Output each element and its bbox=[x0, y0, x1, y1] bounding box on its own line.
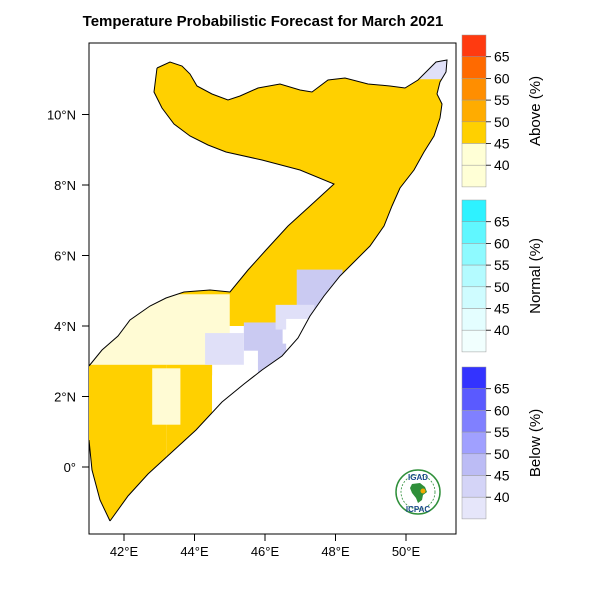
legend-label: 40 bbox=[494, 322, 510, 338]
legend-swatch bbox=[461, 388, 487, 411]
legend-label: 65 bbox=[494, 214, 510, 230]
y-tick-label: 0° bbox=[64, 460, 76, 475]
legend-label: 40 bbox=[494, 489, 510, 505]
legends: 65 60 55 50 45 40 Above (%) 65 60 55 50 45 40 Normal … bbox=[461, 34, 544, 520]
icpac-logo: IGAD ICPAC bbox=[395, 469, 441, 515]
legend-label: 60 bbox=[494, 402, 510, 418]
y-tick-label: 8°N bbox=[54, 178, 76, 193]
legend-label: 45 bbox=[494, 301, 510, 317]
y-tick-label: 10°N bbox=[47, 108, 76, 123]
legend-swatch bbox=[461, 308, 487, 331]
legend-swatch bbox=[461, 329, 487, 353]
legend-title: Above (%) bbox=[527, 76, 544, 146]
legend-label: 45 bbox=[494, 468, 510, 484]
kenya-border bbox=[88, 439, 111, 522]
legend-label: 55 bbox=[494, 257, 510, 273]
legend-swatch bbox=[461, 143, 487, 166]
africa-icon bbox=[410, 483, 427, 503]
legend-label: 50 bbox=[494, 446, 510, 462]
x-tick-label: 46°E bbox=[251, 544, 280, 559]
legend-swatch bbox=[461, 243, 487, 266]
legend-label: 55 bbox=[494, 424, 510, 440]
x-axis-ticks: 42°E 44°E 46°E 48°E 50°E bbox=[110, 534, 421, 559]
legend-swatch bbox=[461, 366, 487, 389]
legend-label: 60 bbox=[494, 70, 510, 86]
y-tick-label: 4°N bbox=[54, 319, 76, 334]
legend-swatch bbox=[461, 475, 487, 498]
legend-label: 50 bbox=[494, 114, 510, 130]
legend-swatch bbox=[461, 496, 487, 520]
legend-swatch bbox=[461, 431, 487, 455]
legend-above: 65 60 55 50 45 40 Above (%) bbox=[461, 34, 544, 188]
legend-swatch bbox=[461, 199, 487, 222]
logo-bottom-text: ICPAC bbox=[406, 505, 431, 514]
forecast-cell-below-light bbox=[205, 333, 244, 365]
forecast-cell-above-light bbox=[152, 368, 181, 425]
logo-ring-inner bbox=[400, 474, 436, 510]
x-tick-label: 44°E bbox=[180, 544, 209, 559]
legend-swatch bbox=[461, 78, 487, 101]
logo-top-text: IGAD bbox=[408, 473, 428, 482]
legend-label: 60 bbox=[494, 235, 510, 251]
legend-swatch bbox=[461, 410, 487, 433]
y-axis-ticks: 10°N 8°N 6°N 4°N 2°N 0° bbox=[47, 108, 89, 475]
legend-label: 55 bbox=[494, 92, 510, 108]
legend-title: Normal (%) bbox=[527, 238, 544, 314]
legend-below: 65 60 55 50 45 40 Below (%) bbox=[461, 366, 544, 520]
legend-label: 40 bbox=[494, 157, 510, 173]
legend-swatch bbox=[461, 264, 487, 288]
legend-swatch bbox=[461, 221, 487, 244]
map-frame bbox=[88, 42, 457, 535]
legend-label: 65 bbox=[494, 381, 510, 397]
y-tick-label: 2°N bbox=[54, 390, 76, 405]
ethiopia-border bbox=[88, 67, 335, 367]
legend-swatch bbox=[461, 34, 487, 57]
logo-accent-icon bbox=[420, 488, 426, 494]
legend-swatch bbox=[461, 99, 487, 123]
legend-label: 45 bbox=[494, 136, 510, 152]
legend-title: Below (%) bbox=[527, 409, 544, 477]
legend-normal: 65 60 55 50 45 40 Normal (%) bbox=[461, 199, 544, 353]
x-tick-label: 50°E bbox=[392, 544, 421, 559]
legend-swatch bbox=[461, 453, 487, 476]
y-tick-label: 6°N bbox=[54, 249, 76, 264]
legend-label: 50 bbox=[494, 279, 510, 295]
legend-label: 65 bbox=[494, 49, 510, 65]
legend-swatch bbox=[461, 121, 487, 144]
map-title: Temperature Probabilistic Forecast for M… bbox=[83, 13, 444, 30]
legend-swatch bbox=[461, 286, 487, 309]
x-tick-label: 48°E bbox=[321, 544, 350, 559]
legend-swatch bbox=[461, 164, 487, 188]
legend-swatch bbox=[461, 56, 487, 79]
somalia-coastline bbox=[109, 59, 448, 522]
x-tick-label: 42°E bbox=[110, 544, 139, 559]
